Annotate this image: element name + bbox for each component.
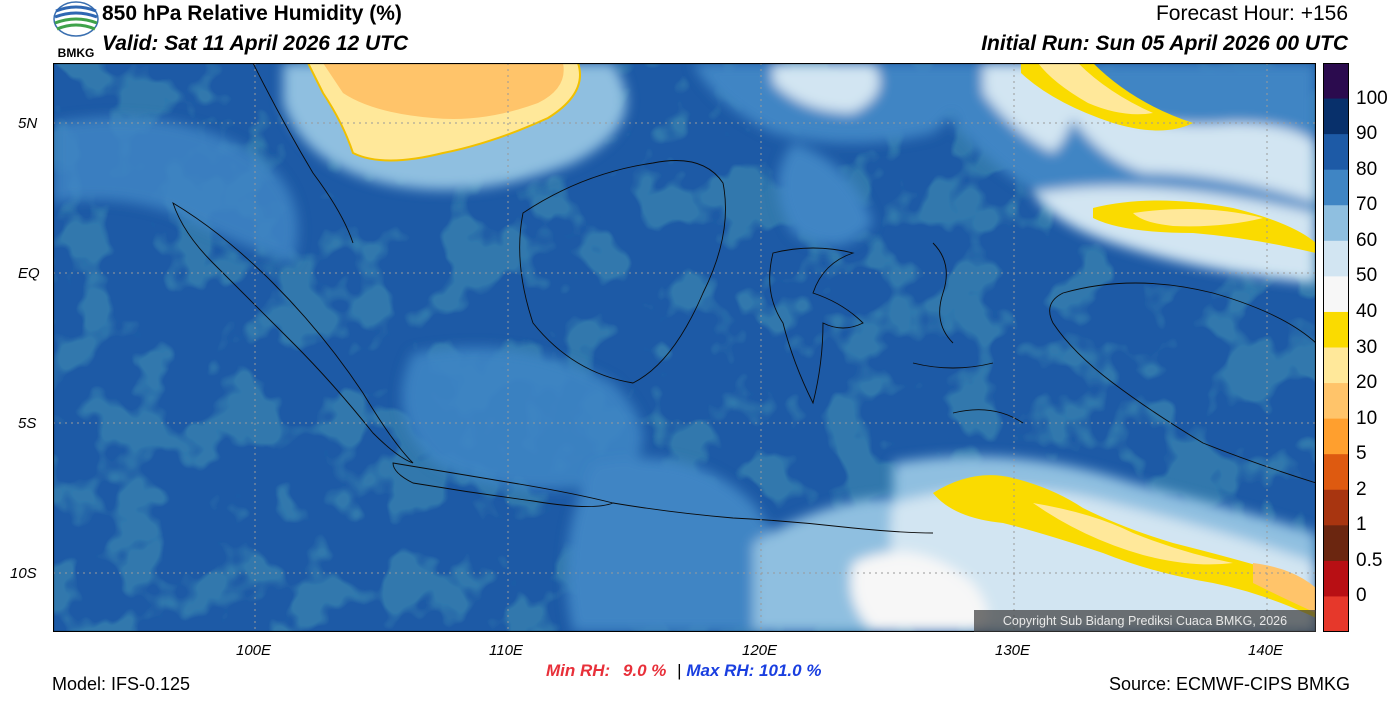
forecast-hour: Forecast Hour: +156 — [1155, 2, 1348, 25]
colorbar-swatch — [1323, 596, 1349, 632]
rh-separator: | — [677, 661, 682, 680]
colorbar-swatch — [1323, 134, 1349, 171]
colorbar-swatch — [1323, 169, 1349, 206]
colorbar-swatch — [1323, 98, 1349, 135]
colorbar-swatch — [1323, 63, 1349, 100]
colorbar-level-label: 90 — [1356, 123, 1378, 145]
colorbar — [1323, 63, 1349, 632]
colorbar-level-label: 60 — [1356, 229, 1378, 251]
copyright-notice: Copyright Sub Bidang Prediksi Cuaca BMKG… — [974, 610, 1316, 632]
max-rh: Max RH: 101.0 % — [686, 661, 822, 680]
colorbar-swatch — [1323, 525, 1349, 562]
lon-tick-100e: 100E — [236, 642, 272, 659]
lon-tick-140e: 140E — [1248, 642, 1284, 659]
initial-run: Initial Run: Sun 05 April 2026 00 UTC — [981, 32, 1348, 55]
humidity-map — [53, 63, 1316, 632]
colorbar-swatch — [1323, 418, 1349, 455]
lat-tick-eq: EQ — [18, 265, 40, 282]
valid-time: Valid: Sat 11 April 2026 12 UTC — [102, 32, 409, 55]
colorbar-level-label: 70 — [1356, 194, 1378, 216]
bmkg-logo: BMKG — [53, 1, 99, 59]
colorbar-swatch — [1323, 276, 1349, 313]
colorbar-swatch — [1323, 347, 1349, 384]
colorbar-swatch — [1323, 240, 1349, 277]
model-label: Model: IFS-0.125 — [52, 674, 191, 694]
colorbar-level-label: 40 — [1356, 300, 1378, 322]
colorbar-level-label: 5 — [1356, 443, 1367, 465]
colorbar-level-label: 30 — [1356, 336, 1378, 358]
chart-title: 850 hPa Relative Humidity (%) — [102, 2, 402, 25]
min-rh-label: Min RH: — [546, 661, 611, 680]
colorbar-swatch — [1323, 489, 1349, 526]
min-rh-value: 9.0 % — [622, 661, 667, 680]
colorbar-swatch — [1323, 454, 1349, 491]
colorbar-level-label: 50 — [1356, 265, 1378, 287]
source-label: Source: ECMWF-CIPS BMKG — [1108, 674, 1350, 694]
colorbar-level-label: 10 — [1356, 407, 1378, 429]
colorbar-swatch — [1323, 205, 1349, 242]
colorbar-level-label: 0 — [1356, 585, 1367, 607]
colorbar-level-label: 2 — [1356, 478, 1367, 500]
gridlines — [53, 63, 1316, 632]
lon-tick-130e: 130E — [995, 642, 1031, 659]
colorbar-level-label: 80 — [1356, 158, 1378, 180]
colorbar-level-label: 1 — [1356, 514, 1367, 536]
lat-tick-5s: 5S — [18, 415, 37, 432]
dry-air-contours — [306, 63, 1316, 618]
colorbar-swatch — [1323, 560, 1349, 597]
colorbar-swatch — [1323, 311, 1349, 348]
lon-tick-120e: 120E — [742, 642, 778, 659]
colorbar-level-label: 0.5 — [1356, 549, 1383, 571]
colorbar-swatch — [1323, 383, 1349, 420]
colorbar-level-label: 20 — [1356, 372, 1378, 394]
colorbar-level-label: 100 — [1356, 87, 1388, 109]
lat-tick-10s: 10S — [10, 565, 37, 582]
lat-tick-5n: 5N — [18, 115, 38, 132]
coastlines — [172, 63, 1316, 534]
lon-tick-110e: 110E — [489, 642, 523, 659]
logo-text: BMKG — [58, 46, 95, 59]
rh-stats: Min RH: 9.0 % | Max RH: 101.0 % — [546, 661, 821, 681]
